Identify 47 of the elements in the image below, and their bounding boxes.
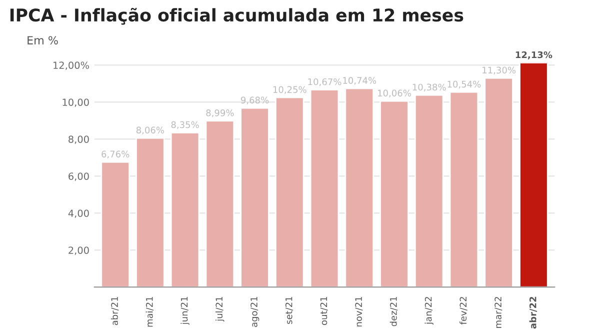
x-tick-label: ago/21 xyxy=(250,296,260,327)
x-tick-label: mai/21 xyxy=(146,296,154,327)
data-label: 12,13% xyxy=(516,51,552,60)
bar xyxy=(414,94,444,288)
data-label: 10,67% xyxy=(308,78,342,86)
data-label: 10,25% xyxy=(273,86,306,94)
data-label: 10,06% xyxy=(378,90,411,98)
data-label: 8,99% xyxy=(206,109,234,118)
x-tick-label: abr/22 xyxy=(529,296,538,329)
x-tick-label: jan/22 xyxy=(424,297,434,325)
x-tick-label: jun/21 xyxy=(180,296,190,325)
y-tick-label: 12,00% xyxy=(54,62,89,70)
bar xyxy=(274,96,304,288)
data-label: 9,68% xyxy=(241,96,269,104)
bar xyxy=(240,107,270,288)
bar xyxy=(310,89,340,288)
x-tick-label: nov/21 xyxy=(355,296,363,326)
chart-subtitle: Em % xyxy=(28,36,58,44)
x-tick-label: fev/22 xyxy=(460,297,468,325)
x-tick-label: jul/21 xyxy=(216,296,224,322)
bar xyxy=(484,77,514,288)
data-label: 10,54% xyxy=(448,80,481,89)
y-tick-label: 4,00 xyxy=(68,210,89,218)
bar xyxy=(170,132,200,288)
y-tick-label: 6,00 xyxy=(68,172,89,181)
bar xyxy=(205,120,235,288)
bar xyxy=(344,88,374,288)
x-tick-label: out/21 xyxy=(320,296,328,325)
x-tick-label: dez/21 xyxy=(390,296,398,326)
bar xyxy=(519,62,548,288)
x-tick-label: abr/21 xyxy=(110,296,119,326)
bar xyxy=(380,100,409,288)
x-tick-label: set/21 xyxy=(285,296,293,324)
chart-title: IPCA - Inflação oficial acumulada em 12 meses xyxy=(10,8,464,25)
data-label: 11,30% xyxy=(482,66,516,74)
data-label: 6,76% xyxy=(102,150,130,158)
x-tick-label: mar/22 xyxy=(494,297,502,328)
data-label: 10,38% xyxy=(412,84,446,92)
bar xyxy=(136,137,165,288)
y-tick-label: 2,00 xyxy=(68,246,89,255)
y-tick-label: 8,00 xyxy=(68,136,89,144)
bar xyxy=(100,161,130,288)
data-label: 8,06% xyxy=(136,126,164,134)
data-label: 8,35% xyxy=(171,121,199,130)
data-label: 10,74% xyxy=(343,77,376,85)
y-tick-label: 10,00 xyxy=(62,98,89,107)
bar xyxy=(449,91,479,288)
